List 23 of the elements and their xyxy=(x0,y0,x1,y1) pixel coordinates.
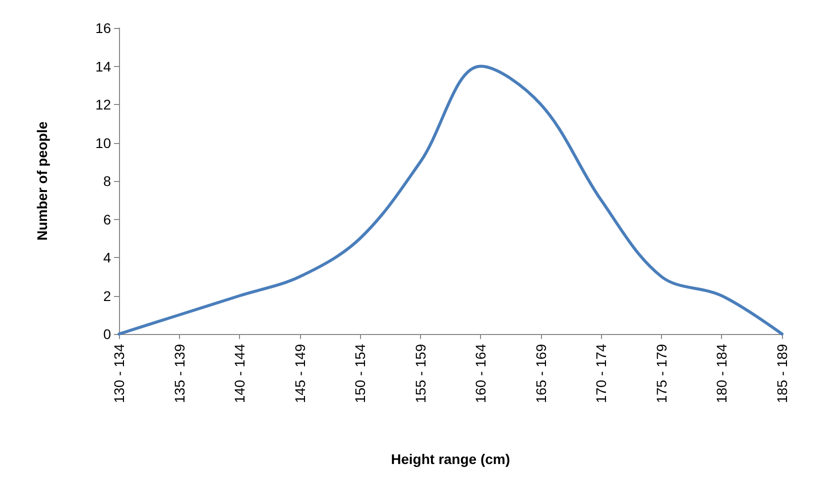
x-tick-label: 140 - 144 xyxy=(232,344,248,404)
x-axis-title: Height range (cm) xyxy=(390,451,510,467)
x-tick-label: 180 - 184 xyxy=(714,344,730,404)
y-tick-label: 0 xyxy=(103,326,112,342)
x-tick-label: 175 - 179 xyxy=(653,344,670,404)
x-tick-label: 185 - 189 xyxy=(774,344,790,404)
x-tick-label: 135 - 139 xyxy=(171,344,188,404)
x-tick-label: 155 - 159 xyxy=(412,344,428,404)
x-tick-label: 165 - 169 xyxy=(532,344,549,404)
y-tick-label: 8 xyxy=(103,173,112,189)
y-tick-label: 16 xyxy=(95,20,112,36)
y-axis-title: Number of people xyxy=(34,121,50,241)
x-tick-label: 150 - 154 xyxy=(352,344,368,404)
y-tick-label: 2 xyxy=(103,288,112,304)
x-tick-label: 170 - 174 xyxy=(593,344,610,404)
x-tick-label: 160 - 164 xyxy=(472,344,489,404)
x-tick-label: 145 - 149 xyxy=(292,344,308,404)
y-tick-label: 4 xyxy=(103,250,112,266)
x-tick-label: 130 - 134 xyxy=(111,344,127,404)
y-tick-label: 6 xyxy=(103,211,112,228)
y-tick-label: 12 xyxy=(95,96,112,112)
y-tick-label: 10 xyxy=(95,134,112,151)
y-tick-label: 14 xyxy=(95,58,112,74)
